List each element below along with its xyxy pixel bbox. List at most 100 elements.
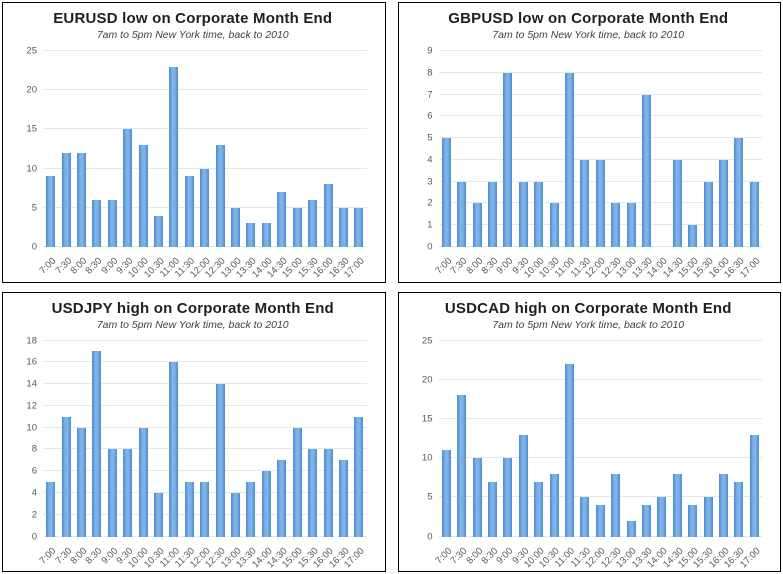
bar [472, 203, 482, 247]
bar [292, 207, 302, 247]
grid-line [438, 457, 762, 459]
bar-slot: 10:00 [126, 341, 151, 570]
grid-line [438, 137, 762, 139]
chart-title: USDJPY high on Corporate Month End [51, 299, 334, 317]
bar [457, 395, 467, 537]
bar [534, 181, 544, 247]
bar [503, 72, 513, 247]
y-tick-label: 25 [421, 335, 433, 346]
bar-slot: 12:30 [203, 341, 228, 570]
bar-slot: 11:00 [158, 51, 182, 280]
bar-slot: 17:00 [738, 51, 762, 280]
bar [107, 449, 117, 537]
y-tick-label: 18 [26, 335, 37, 346]
grid-line [438, 50, 762, 51]
bar [564, 364, 574, 537]
bar-slot: 9:00 [99, 51, 120, 276]
y-tick-label: 20 [26, 84, 37, 96]
bar-slot: 15:00 [280, 341, 305, 570]
y-tick-label: 2 [31, 509, 37, 521]
bar [261, 223, 271, 247]
grid-line [43, 448, 367, 450]
grid-line [438, 71, 762, 73]
bar [354, 207, 364, 247]
bar [749, 181, 759, 247]
y-tick-label: 8 [427, 67, 433, 79]
bar-slot: 11:30 [173, 51, 197, 280]
bar-slot: 14:30 [661, 341, 685, 570]
bar-slot: 9:30 [510, 51, 531, 276]
bar [215, 145, 225, 247]
bar [154, 215, 164, 247]
bar [688, 225, 698, 247]
bar [184, 482, 194, 537]
bar-slot: 13:00 [219, 341, 243, 570]
y-tick-label: 4 [31, 487, 37, 499]
y-tick-label: 15 [421, 413, 433, 425]
bar [231, 207, 241, 247]
bar-slot: 16:30 [327, 341, 351, 570]
bar [626, 203, 636, 247]
bar [487, 181, 497, 247]
bar-slot: 15:00 [280, 51, 305, 280]
bar [107, 199, 117, 247]
y-tick-label: 15 [26, 123, 37, 135]
bar-slot: 11:00 [553, 341, 577, 569]
bar [672, 159, 682, 247]
bar-slot: 13:00 [614, 51, 639, 280]
bar-slot: 16:00 [311, 341, 336, 570]
plot-area: 0 1 2 3 4 5 6 7 8 9 7:00 7:30 8:00 8:30 9:00 9:30 10:00 1… [427, 46, 762, 281]
grid-line [438, 339, 762, 341]
grid-line [438, 378, 762, 380]
grid-line [438, 158, 762, 160]
bar [323, 449, 333, 537]
bar [61, 416, 71, 537]
chart-subtitle: 7am to 5pm New York time, back to 2010 [492, 318, 685, 331]
bar [123, 129, 133, 247]
bar-slot: 16:30 [722, 51, 747, 280]
bar [549, 473, 559, 537]
chart-title: GBPUSD low on Corporate Month End [448, 10, 729, 27]
bar-slot: 12:00 [584, 51, 608, 280]
bar-slot: 12:00 [188, 341, 213, 570]
bar [580, 497, 590, 537]
bar-slot: 9:30 [115, 51, 136, 276]
chart-panel-usdjpy-high: USDJPY high on Corporate Month End 7am t… [2, 291, 386, 572]
bar-slot: 13:30 [234, 51, 259, 280]
bar [338, 207, 348, 247]
bar [472, 458, 482, 537]
grid-line [43, 50, 367, 51]
grid-line [43, 89, 367, 91]
y-tick-label: 25 [26, 45, 37, 57]
bar-slot: 15:00 [676, 51, 701, 280]
bar [169, 66, 179, 247]
bar-slot: 14:00 [250, 51, 274, 280]
bar-slot: 10:30 [537, 51, 562, 280]
y-tick-label: 8 [31, 443, 37, 455]
bar-slot: 7:00 [433, 51, 454, 276]
bar-slot: 14:00 [645, 341, 670, 570]
bar [308, 449, 318, 537]
bar-slot: 15:30 [296, 51, 320, 280]
bar-slot: 7:30 [53, 51, 74, 276]
bar-slot: 14:30 [265, 51, 290, 280]
grid-line [43, 383, 367, 385]
grid-line [438, 93, 762, 95]
bar [534, 481, 544, 537]
bar-slot: 10:00 [126, 51, 151, 280]
bar-slot: 8:00 [464, 341, 485, 566]
bar [215, 384, 225, 537]
bar [354, 416, 364, 537]
bar [611, 473, 621, 537]
bar [626, 520, 636, 537]
bar [138, 145, 148, 247]
bar [46, 176, 56, 247]
bar-slot: 7:00 [433, 341, 454, 566]
y-tick-label: 10 [421, 452, 433, 464]
y-tick-label: 0 [31, 241, 37, 253]
y-tick-label: 10 [26, 422, 37, 434]
bar [46, 482, 56, 537]
bar [277, 192, 287, 247]
plot-area: 0 5 10 15 20 25 7:00 7:30 8:00 8:30 9:00 9:30 10:00 1… [422, 335, 762, 570]
bar [308, 199, 318, 247]
